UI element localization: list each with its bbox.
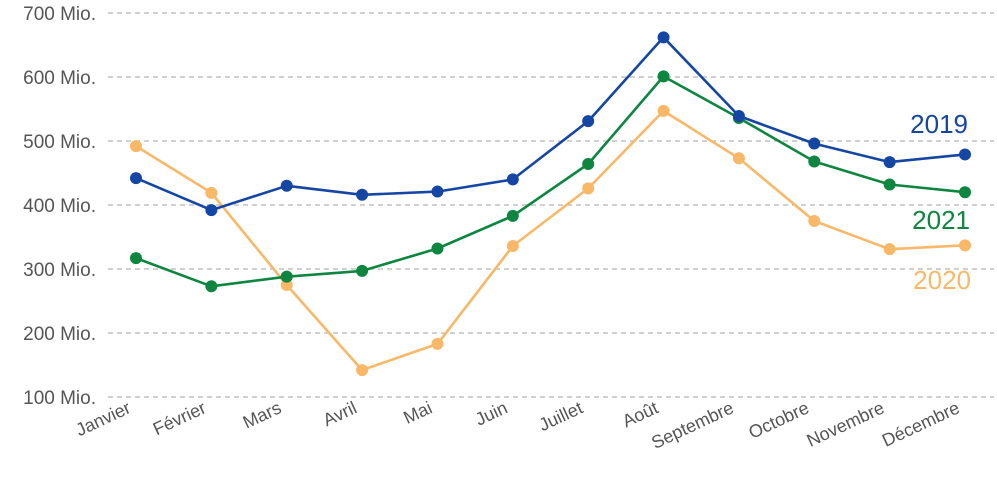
series-labels: 2020 2021 2019 [910,109,971,295]
data-point [130,172,142,185]
data-point [280,179,293,192]
data-point [959,148,971,161]
x-tick-label: Mai [400,397,435,427]
x-tick-label: Octobre [745,397,811,442]
data-point [506,209,519,222]
x-tick-label: Septembre [648,397,736,452]
data-point [506,173,519,186]
data-point [356,364,369,377]
x-tick-label: Août [619,397,661,431]
data-point [431,185,444,198]
data-point [808,215,821,227]
data-point [431,337,444,350]
y-tick-label: 600 Mio. [23,68,96,89]
data-point [130,140,142,153]
series-line [135,109,966,372]
series-2020 [130,104,971,377]
grid-lines [108,12,994,398]
data-point [356,188,369,201]
data-point [205,186,218,199]
y-tick-label: 100 Mio. [23,388,96,409]
data-point [808,137,821,150]
data-point [883,156,896,169]
x-tick-label: Mars [240,397,285,432]
data-point [808,155,821,168]
data-point [732,110,745,123]
series-line [135,75,966,288]
series-2021 [130,70,971,293]
data-point [582,115,595,128]
y-axis-tick-labels: 100 Mio. 200 Mio. 300 Mio. 400 Mio. 500 Mio.… [23,4,96,409]
series-label-2021: 2021 [912,205,970,235]
x-axis-tick-labels: Janvier Février Mars Avril Mai Juin Juillet Aoû… [73,397,963,452]
y-tick-label: 500 Mio. [23,132,96,153]
data-point [959,239,971,252]
data-point [582,158,595,171]
data-point [280,270,293,283]
data-point [657,31,670,44]
x-tick-label: Décembre [879,397,963,450]
data-point [657,70,670,83]
data-point [883,178,896,191]
data-point [732,152,745,165]
data-point [657,104,670,117]
y-tick-label: 200 Mio. [23,324,96,345]
data-point [356,264,369,277]
series-lines [130,31,971,377]
data-point [582,182,595,195]
data-point [130,252,142,265]
data-point [205,204,218,217]
data-point [280,279,293,291]
y-tick-label: 300 Mio. [23,260,96,281]
y-tick-label: 700 Mio. [23,4,96,25]
data-point [506,239,519,252]
data-point [959,186,971,199]
x-tick-label: Avril [320,397,360,430]
series-line [135,35,966,212]
data-point [883,243,896,256]
series-label-2019: 2019 [910,109,968,139]
x-tick-label: Novembre [804,397,888,450]
x-tick-label: Juin [472,397,510,429]
y-tick-label: 400 Mio. [23,196,96,217]
data-point [431,242,444,255]
x-tick-label: Février [150,397,209,439]
series-label-2020: 2020 [913,265,971,295]
series-2019 [130,31,971,217]
x-tick-label: Juillet [536,397,586,435]
data-point [205,280,218,293]
